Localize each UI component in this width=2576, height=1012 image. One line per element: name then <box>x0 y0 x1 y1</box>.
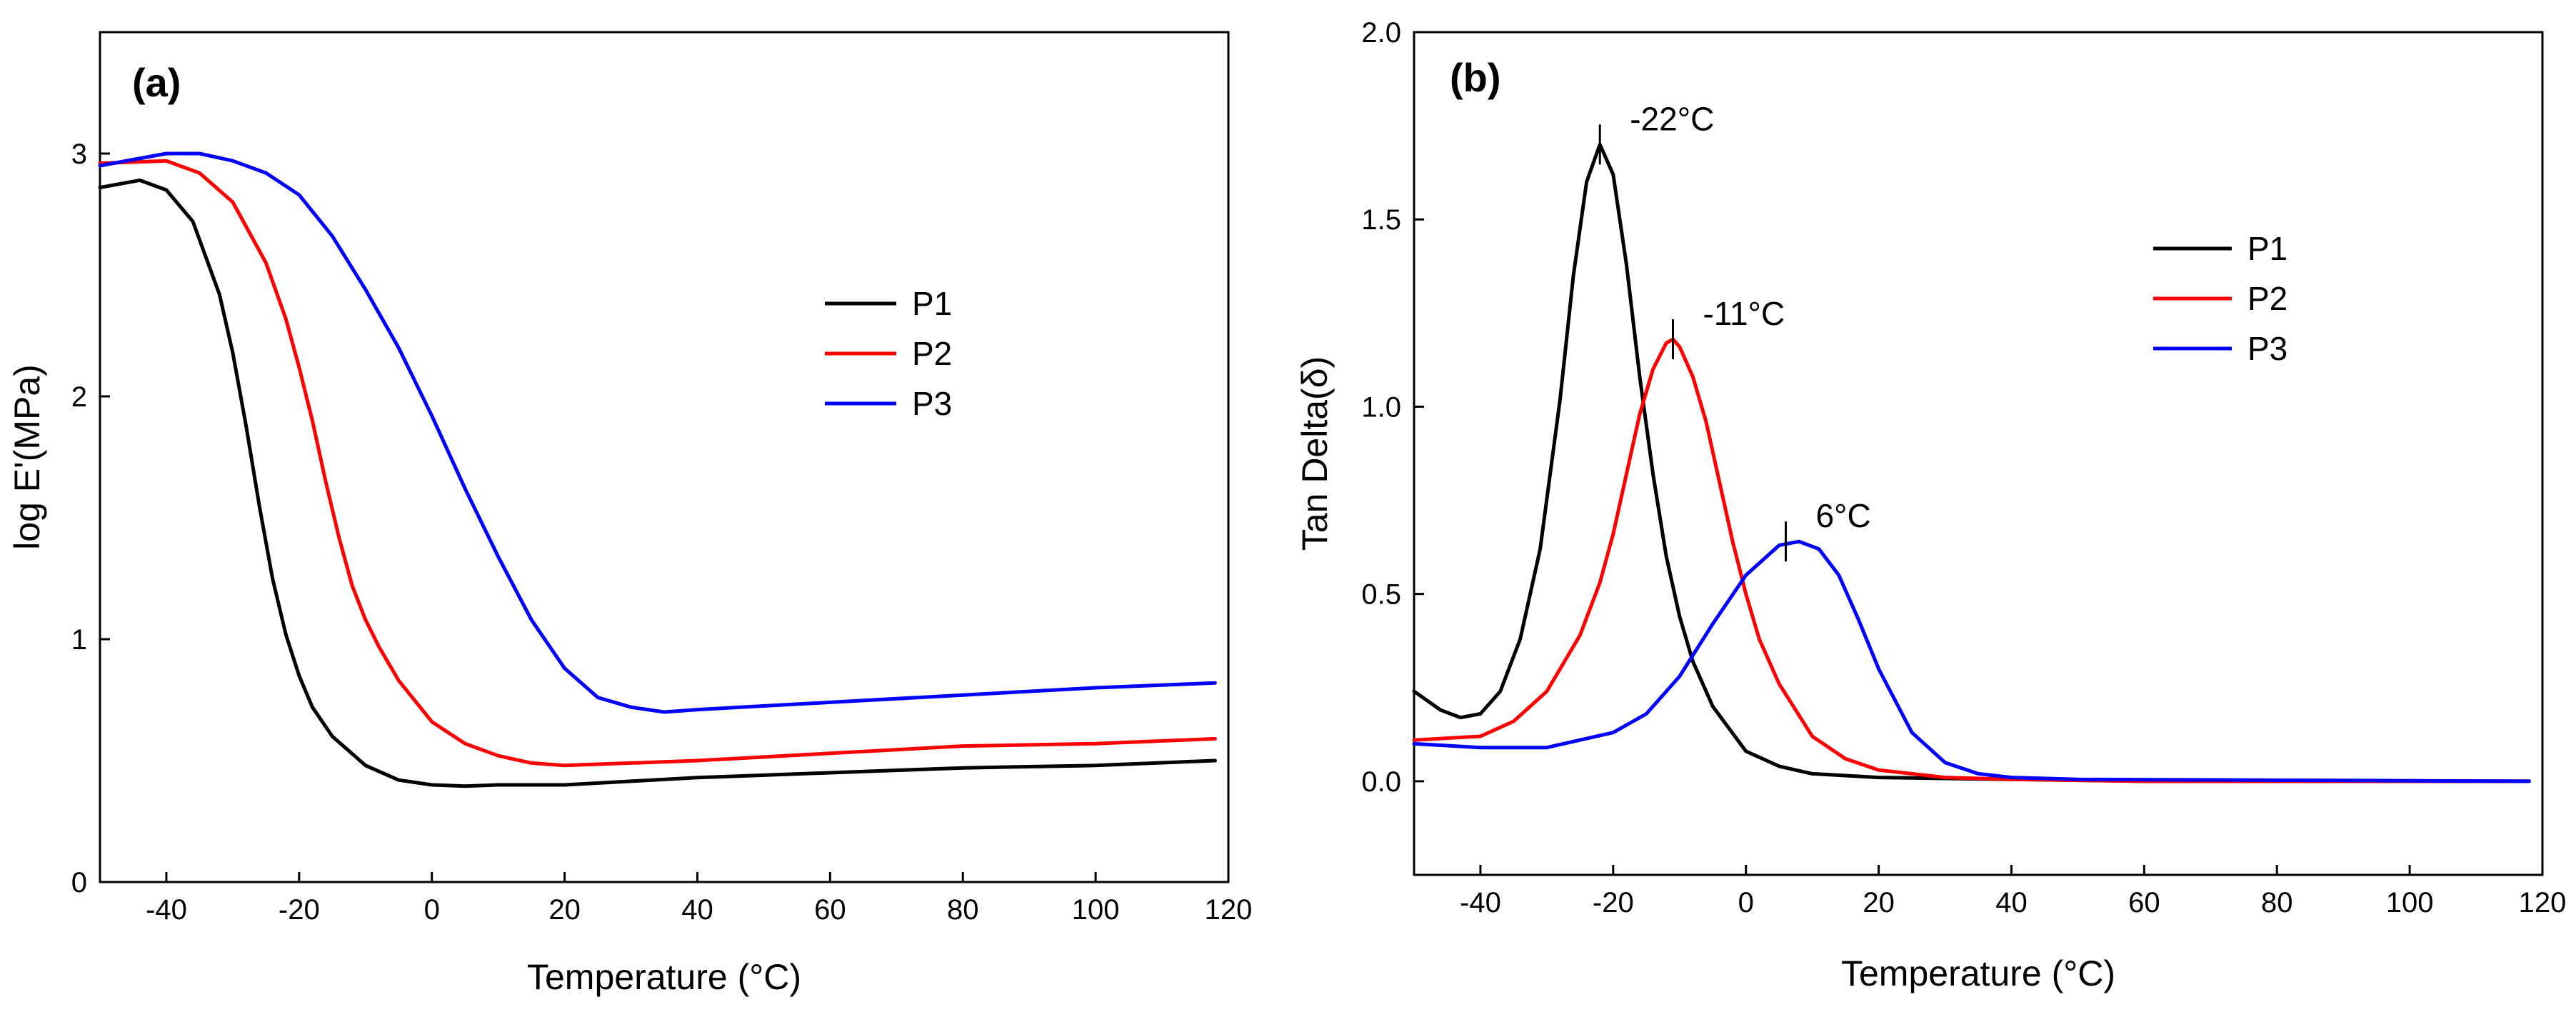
x-axis-label: Temperature (°C) <box>527 957 801 997</box>
series-line-p3 <box>1412 539 2531 783</box>
y-tick-label: 1 <box>71 624 87 656</box>
y-tick-label: 0 <box>71 867 87 898</box>
y-axis-label: Tan Delta(δ) <box>1295 356 1335 551</box>
x-tick-label: 0 <box>1738 887 1754 918</box>
chart-panel-b: -40 -20 0 20 40 60 80 100 120 0.0 0.5 1.0 1.5 2.0 Temp… <box>1295 17 2566 993</box>
x-tick-label: 80 <box>2261 887 2293 918</box>
x-tick-label: 0 <box>424 894 440 926</box>
x-tick-label: 80 <box>947 894 979 926</box>
x-tick-label: -20 <box>279 894 320 926</box>
series-line-p1 <box>98 178 1217 788</box>
x-tick-label: 100 <box>1072 894 1120 926</box>
legend-label: P1 <box>912 285 952 322</box>
series-line-p3 <box>98 151 1217 714</box>
legend-label: P2 <box>912 335 952 372</box>
chart-panel-a: -40 -20 0 20 40 60 80 100 120 0 1 2 3 Temperature (°C… <box>7 31 1253 997</box>
panel-label: (b) <box>1450 55 1501 100</box>
x-tick-label: 60 <box>2128 887 2160 918</box>
peak-annotation: 6°C <box>1815 497 1870 534</box>
legend-label: P1 <box>2247 230 2287 267</box>
series-line-p1 <box>1412 142 2531 783</box>
legend-label: P2 <box>2247 280 2287 317</box>
legend-label: P3 <box>912 385 952 422</box>
y-tick-label: 1.0 <box>1361 391 1401 423</box>
x-tick-label: -20 <box>1593 887 1634 918</box>
y-tick-label: 3 <box>71 139 87 170</box>
y-tick-label: 0.0 <box>1361 766 1401 798</box>
plot-frame <box>99 31 1230 883</box>
x-axis-label: Temperature (°C) <box>1841 953 2115 993</box>
x-tick-label: 40 <box>681 894 713 926</box>
y-tick-label: 2.0 <box>1361 17 1401 49</box>
x-tick-label: 40 <box>1995 887 2028 918</box>
legend-label: P3 <box>2247 330 2287 367</box>
y-tick-label: 1.5 <box>1361 204 1401 236</box>
x-tick-label: 20 <box>1863 887 1895 918</box>
peak-annotation: -11°C <box>1703 295 1785 332</box>
y-tick-label: 2 <box>71 381 87 413</box>
series-line-p2 <box>1412 337 2531 783</box>
x-tick-label: 60 <box>814 894 846 926</box>
x-tick-label: 120 <box>2519 887 2567 918</box>
y-tick-label: 0.5 <box>1361 579 1401 611</box>
x-tick-label: -40 <box>146 894 187 926</box>
x-tick-label: 20 <box>548 894 581 926</box>
series-line-p2 <box>98 159 1217 768</box>
x-tick-label: 100 <box>2386 887 2434 918</box>
peak-annotation: -22°C <box>1630 100 1714 137</box>
plot-frame <box>1413 31 2544 876</box>
x-tick-label: 120 <box>1205 894 1253 926</box>
panel-label: (a) <box>132 60 181 105</box>
x-tick-label: -40 <box>1460 887 1501 918</box>
y-axis-label: log E'(MPa) <box>7 364 47 550</box>
